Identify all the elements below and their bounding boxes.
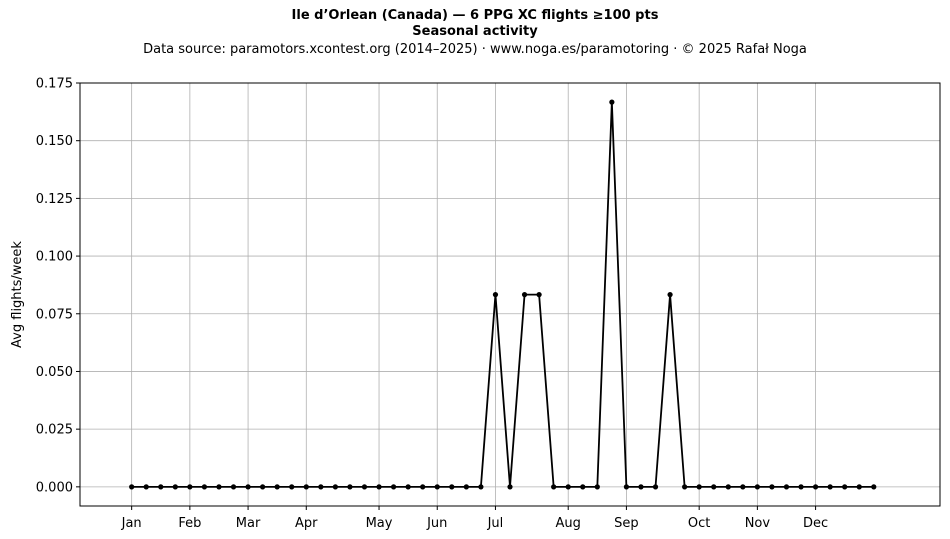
data-point xyxy=(565,484,571,490)
data-point xyxy=(711,484,717,490)
data-point xyxy=(463,484,469,490)
x-tick-label: Jun xyxy=(426,516,447,531)
data-source: Data source: paramotors.xcontest.org (20… xyxy=(143,42,807,57)
plot-frame xyxy=(79,82,941,507)
data-points xyxy=(129,99,877,490)
data-point xyxy=(274,484,280,490)
data-point xyxy=(754,484,760,490)
y-tick-label: 0.125 xyxy=(36,192,73,207)
data-point xyxy=(289,484,295,490)
data-point xyxy=(478,484,484,490)
data-point xyxy=(434,484,440,490)
data-point xyxy=(842,484,848,490)
data-point xyxy=(449,484,455,490)
data-point xyxy=(376,484,382,490)
grid-lines xyxy=(80,82,940,506)
data-point xyxy=(783,484,790,490)
data-point xyxy=(245,484,251,490)
data-point xyxy=(638,484,644,490)
x-tick-label: Oct xyxy=(688,516,710,531)
x-tick-label: May xyxy=(366,516,393,531)
y-tick-label: 0.100 xyxy=(36,250,73,265)
x-tick-label: Mar xyxy=(236,516,261,531)
data-point xyxy=(827,484,833,490)
data-point xyxy=(260,484,266,490)
data-point xyxy=(551,484,557,490)
x-tick-label: Nov xyxy=(745,516,771,531)
x-tick-label: Sep xyxy=(614,516,639,531)
chart-title: Ile d’Orlean (Canada) — 6 PPG XC flights… xyxy=(291,8,659,23)
y-axis: 0.000 0.025 0.050 0.075 0.100 0.125 0.150 0.175 xyxy=(36,77,80,495)
data-point xyxy=(798,484,804,490)
data-point xyxy=(856,484,862,490)
data-point xyxy=(609,99,615,105)
y-tick-label: 0.075 xyxy=(36,307,73,322)
x-tick-label: Aug xyxy=(556,516,581,531)
data-point xyxy=(536,292,542,298)
data-point xyxy=(696,484,702,490)
data-point xyxy=(230,484,237,490)
data-point xyxy=(390,484,397,490)
data-point xyxy=(594,484,600,490)
data-point xyxy=(129,484,135,490)
x-tick-label: Feb xyxy=(178,516,201,531)
x-tick-label: Jan xyxy=(121,516,142,531)
y-tick-label: 0.000 xyxy=(36,480,73,495)
data-point xyxy=(172,484,178,490)
data-point xyxy=(652,484,659,490)
data-point xyxy=(492,292,499,298)
data-point xyxy=(682,484,688,490)
series-line xyxy=(131,102,874,488)
y-tick-label: 0.150 xyxy=(36,134,73,149)
data-point xyxy=(405,484,411,490)
y-tick-label: 0.175 xyxy=(36,77,73,92)
data-point xyxy=(623,484,630,490)
y-axis-label: Avg flights/week xyxy=(10,241,25,348)
data-point xyxy=(507,484,513,490)
y-tick-label: 0.050 xyxy=(36,365,73,380)
data-point xyxy=(812,484,819,490)
chart-subtitle: Seasonal activity xyxy=(412,24,538,39)
data-point xyxy=(158,484,164,490)
data-point xyxy=(769,484,775,490)
data-point xyxy=(187,484,193,490)
data-point xyxy=(216,484,222,490)
data-point xyxy=(332,484,338,490)
data-point xyxy=(318,484,324,490)
y-tick-label: 0.025 xyxy=(36,423,73,438)
data-point xyxy=(521,292,528,298)
data-point xyxy=(347,484,353,490)
x-axis: Jan Feb Mar Apr May Jun Jul Aug Sep Oct Nov Dec xyxy=(121,506,828,531)
data-point xyxy=(871,484,877,490)
data-point xyxy=(580,484,586,490)
data-point xyxy=(143,484,149,490)
data-point xyxy=(361,484,368,490)
data-point xyxy=(740,484,746,490)
x-tick-label: Jul xyxy=(487,516,504,531)
data-point xyxy=(667,292,673,298)
data-point xyxy=(201,484,208,490)
data-point xyxy=(725,484,731,490)
data-point xyxy=(420,484,426,490)
x-tick-label: Apr xyxy=(295,516,318,531)
data-point xyxy=(303,484,309,490)
x-tick-label: Dec xyxy=(803,516,828,531)
